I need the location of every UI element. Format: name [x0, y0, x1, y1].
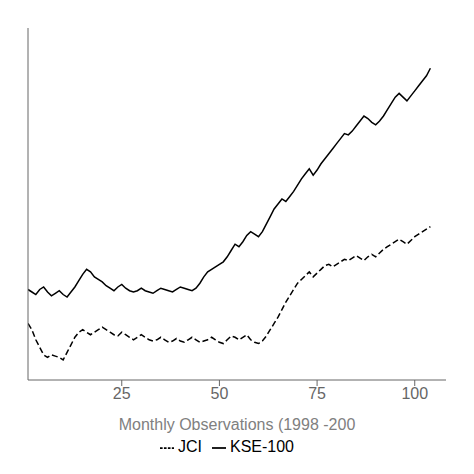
svg-text:50: 50 [211, 385, 229, 402]
svg-text:25: 25 [113, 385, 131, 402]
svg-text:75: 75 [308, 385, 326, 402]
html-text:KSE-100: KSE-100 [230, 438, 294, 455]
svg-text:Monthly Observations (1998 -20: Monthly Observations (1998 -200 [119, 416, 356, 433]
svg-text:100: 100 [401, 385, 428, 402]
html-text:JCI: JCI [178, 438, 202, 455]
